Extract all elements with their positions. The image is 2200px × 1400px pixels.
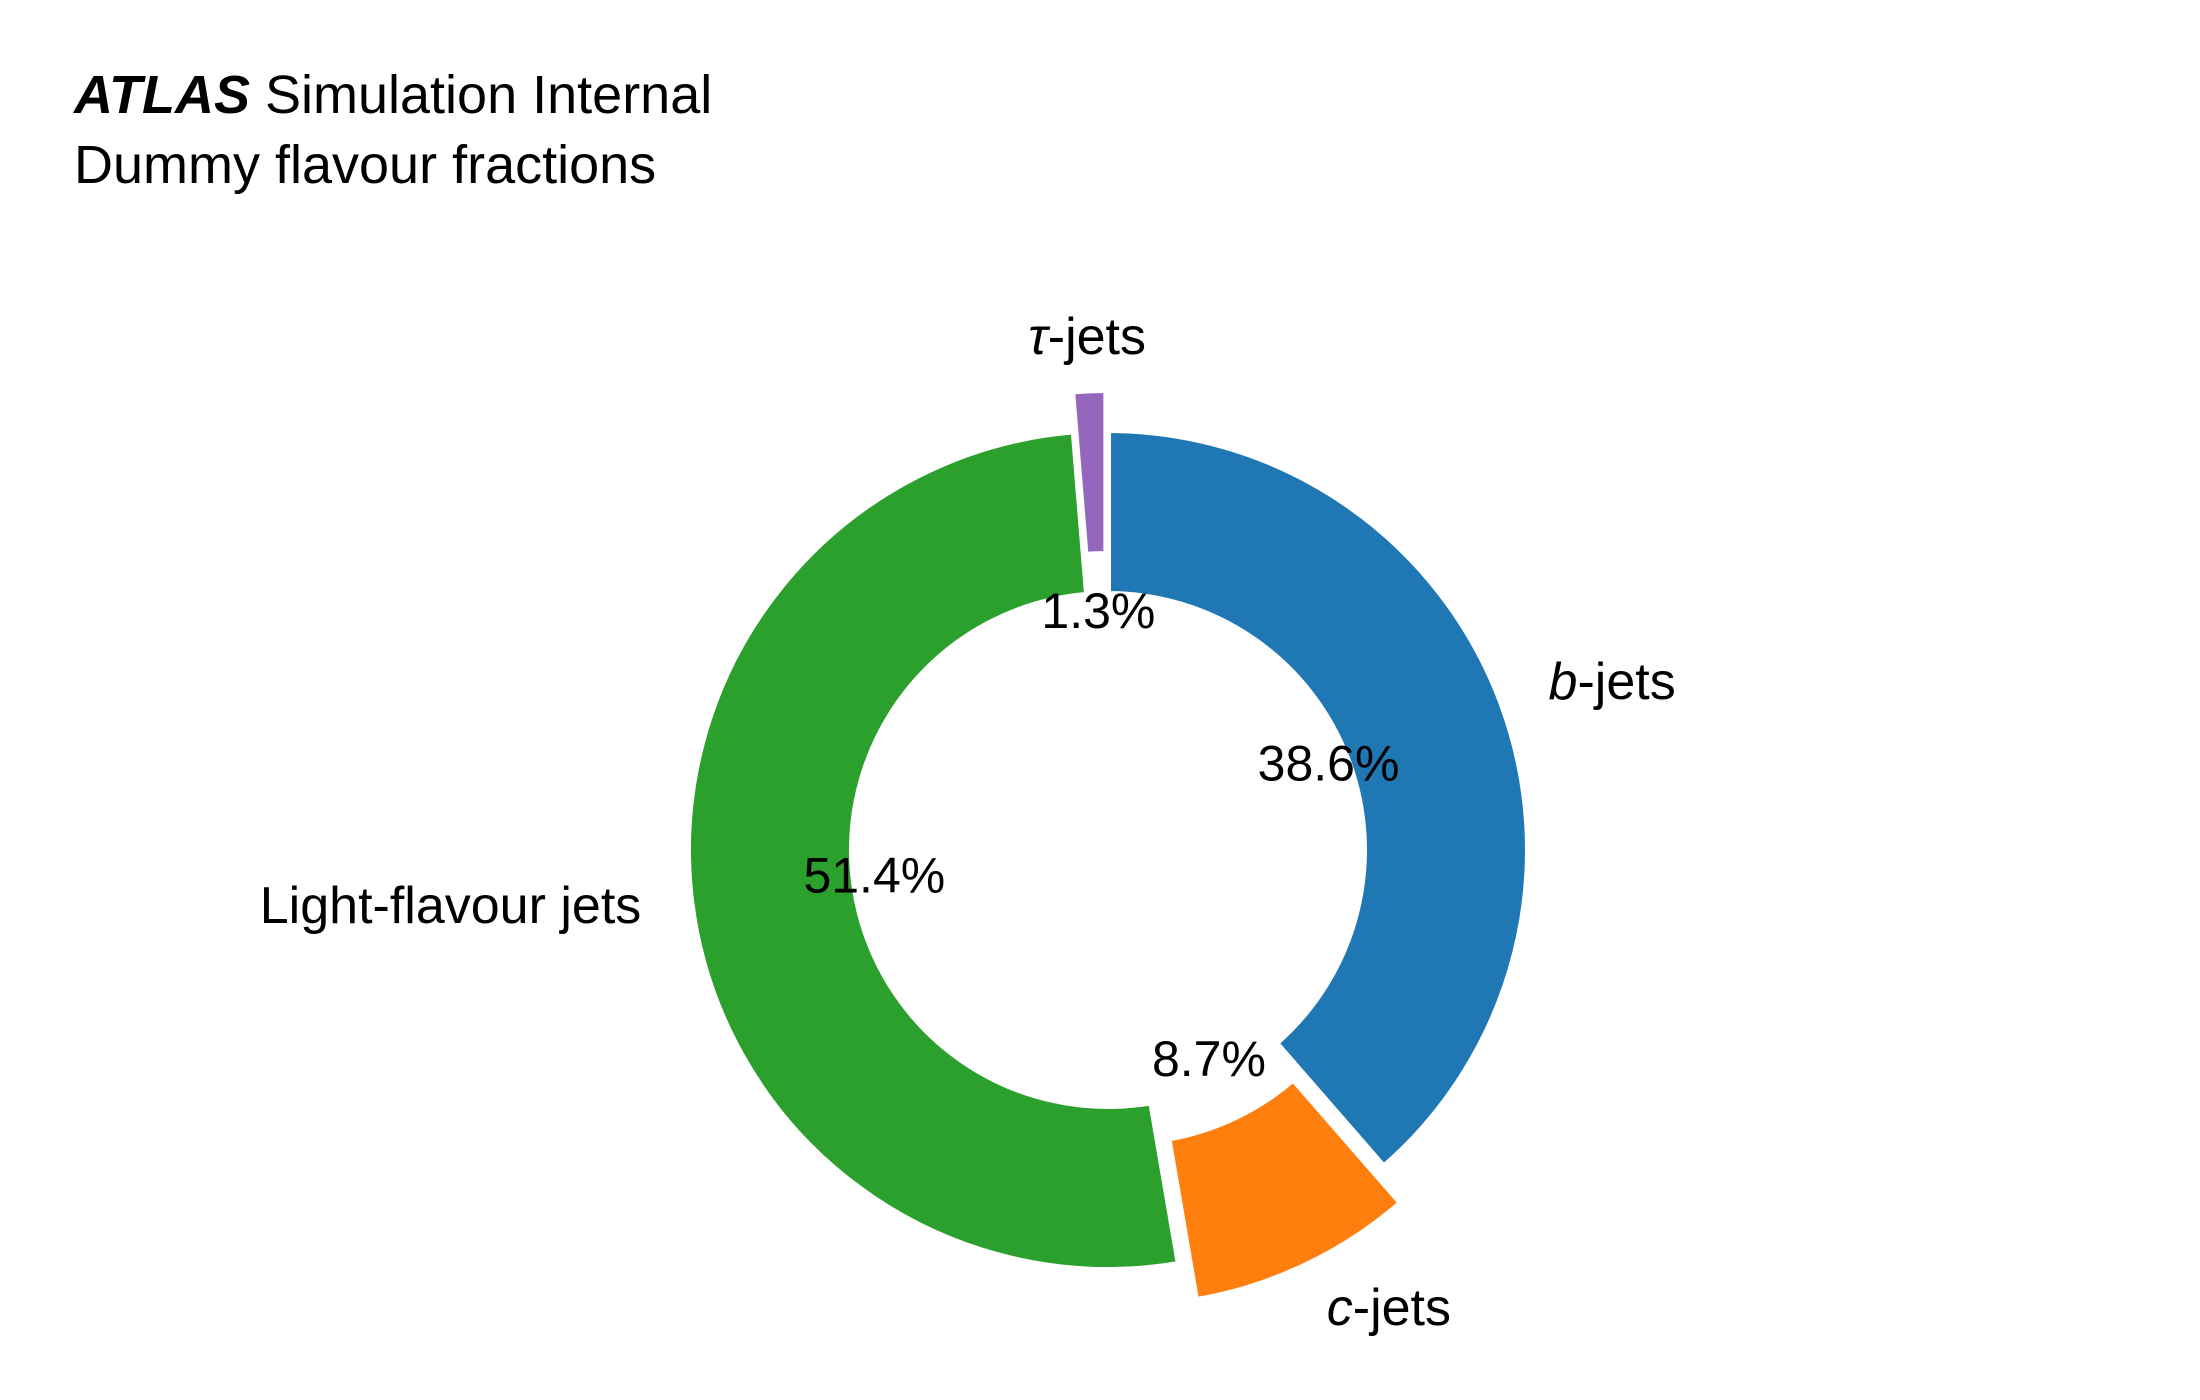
wedge-2 <box>685 428 1183 1273</box>
slice-label-2: Light-flavour jets <box>260 877 642 935</box>
experiment-label: ATLAS <box>74 65 250 125</box>
chart-subtitle: Dummy flavour fractions <box>74 135 657 195</box>
status-label: Simulation Internal <box>265 65 713 125</box>
wedge-1 <box>1164 1074 1406 1304</box>
slice-label-3: τ-jets <box>1028 308 1146 366</box>
slice-label-0: b-jets <box>1549 653 1676 711</box>
chart-header: ATLAS Simulation Internal Dummy flavour … <box>74 60 712 200</box>
percentage-label-1: 8.7% <box>1152 1031 1266 1087</box>
slice-label-text-1: -jets <box>1353 1279 1451 1337</box>
slice-label-1: c-jets <box>1327 1279 1451 1337</box>
slice-label-text-0: -jets <box>1577 653 1675 711</box>
wedge-0 <box>1105 426 1532 1172</box>
wedge-group <box>685 387 1532 1304</box>
slice-label-text-3: -jets <box>1048 308 1146 366</box>
slice-label-text-2: Light-flavour jets <box>260 877 642 935</box>
slice-label-symbol-0: b <box>1549 653 1578 711</box>
wedge-3 <box>1068 387 1110 559</box>
percentage-label-0: 38.6% <box>1258 736 1400 792</box>
percentage-label-2: 51.4% <box>803 848 945 904</box>
slice-label-symbol-3: τ <box>1028 308 1051 366</box>
percentage-label-3: 1.3% <box>1041 583 1155 639</box>
header-line-1: ATLAS Simulation Internal <box>74 60 712 130</box>
slice-label-symbol-1: c <box>1327 1279 1353 1337</box>
